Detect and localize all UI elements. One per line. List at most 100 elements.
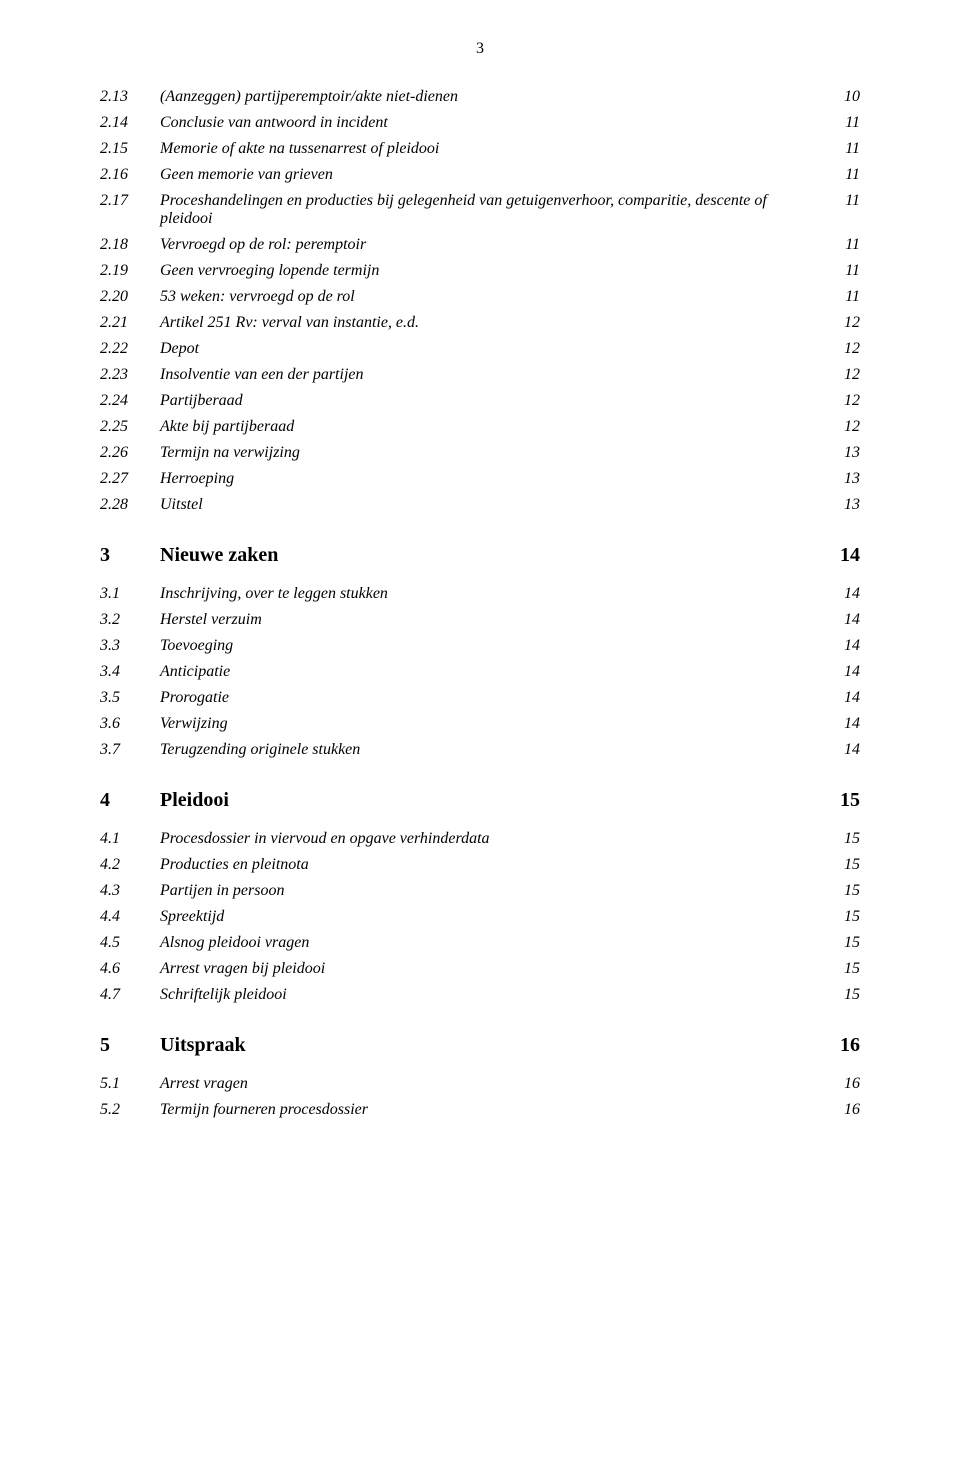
toc-entry-page: 12 — [820, 392, 860, 410]
toc-entry-title: Schriftelijk pleidooi — [160, 986, 820, 1004]
toc-entry: 2.13(Aanzeggen) partijperemptoir/akte ni… — [100, 88, 860, 106]
toc-entry-title: Memorie of akte na tussenarrest of pleid… — [160, 140, 820, 158]
toc-entry-number: 2.26 — [100, 444, 160, 462]
toc-entry-number: 2.22 — [100, 340, 160, 358]
toc-entry-number: 4.5 — [100, 934, 160, 952]
toc-entry-page: 12 — [820, 314, 860, 332]
toc-entry-number: 2.28 — [100, 496, 160, 514]
toc-entry-number: 2.21 — [100, 314, 160, 332]
toc-entry-title: Uitstel — [160, 496, 820, 514]
toc-entry-page: 11 — [820, 288, 860, 306]
toc-entry-title: Arrest vragen — [160, 1075, 820, 1093]
toc-entry-page: 15 — [820, 882, 860, 900]
toc-entry: 2.21Artikel 251 Rv: verval van instantie… — [100, 314, 860, 332]
toc-heading: 5Uitspraak16 — [100, 1034, 860, 1057]
toc-entry-page: 14 — [820, 544, 860, 567]
toc-entry: 2.28Uitstel13 — [100, 496, 860, 514]
toc-entry-title: Partijen in persoon — [160, 882, 820, 900]
toc-entry-page: 15 — [820, 908, 860, 926]
toc-entry-page: 11 — [820, 114, 860, 132]
toc-entry-number: 5 — [100, 1034, 160, 1057]
toc-entry-title: Herstel verzuim — [160, 611, 820, 629]
toc-entry-page: 14 — [820, 585, 860, 603]
toc-entry-title: Proceshandelingen en producties bij gele… — [160, 192, 820, 228]
toc-entry: 3.1Inschrijving, over te leggen stukken1… — [100, 585, 860, 603]
toc-entry: 5.1Arrest vragen16 — [100, 1075, 860, 1093]
toc-entry-number: 4.3 — [100, 882, 160, 900]
toc-heading: 4Pleidooi15 — [100, 789, 860, 812]
toc-heading: 3Nieuwe zaken14 — [100, 544, 860, 567]
toc-entry-page: 14 — [820, 689, 860, 707]
toc-entry-title: Anticipatie — [160, 663, 820, 681]
toc-entry: 3.7Terugzending originele stukken14 — [100, 741, 860, 759]
toc-entry-page: 14 — [820, 741, 860, 759]
toc-entry-title: Herroeping — [160, 470, 820, 488]
toc-entry-title: Inschrijving, over te leggen stukken — [160, 585, 820, 603]
toc-entry: 4.7Schriftelijk pleidooi15 — [100, 986, 860, 1004]
toc-entry: 4.3Partijen in persoon15 — [100, 882, 860, 900]
toc-entry-number: 3 — [100, 544, 160, 567]
toc-entry: 2.15Memorie of akte na tussenarrest of p… — [100, 140, 860, 158]
toc-entry-page: 13 — [820, 496, 860, 514]
toc-entry: 2.2053 weken: vervroegd op de rol11 — [100, 288, 860, 306]
toc-entry: 2.24Partijberaad12 — [100, 392, 860, 410]
document-page: 3 2.13(Aanzeggen) partijperemptoir/akte … — [0, 0, 960, 1479]
toc-entry-page: 15 — [820, 830, 860, 848]
toc-entry-page: 11 — [820, 166, 860, 184]
toc-entry-title: Partijberaad — [160, 392, 820, 410]
toc-entry-page: 11 — [820, 262, 860, 280]
toc-entry: 3.4Anticipatie14 — [100, 663, 860, 681]
toc-entry-number: 4.7 — [100, 986, 160, 1004]
toc-entry-title: Prorogatie — [160, 689, 820, 707]
toc-entry-title: Producties en pleitnota — [160, 856, 820, 874]
toc-entry-page: 12 — [820, 340, 860, 358]
toc-entry-page: 15 — [820, 856, 860, 874]
toc-entry-title: Uitspraak — [160, 1034, 820, 1057]
toc-entry-title: Arrest vragen bij pleidooi — [160, 960, 820, 978]
toc-entry-title: 53 weken: vervroegd op de rol — [160, 288, 820, 306]
toc-entry-title: Conclusie van antwoord in incident — [160, 114, 820, 132]
toc-entry-number: 2.16 — [100, 166, 160, 184]
toc-entry-number: 3.2 — [100, 611, 160, 629]
toc-entry-number: 2.23 — [100, 366, 160, 384]
toc-entry-number: 2.27 — [100, 470, 160, 488]
toc-entry-number: 4 — [100, 789, 160, 812]
toc-entry-title: Alsnog pleidooi vragen — [160, 934, 820, 952]
toc-entry-title: Vervroegd op de rol: peremptoir — [160, 236, 820, 254]
toc-entry-number: 3.4 — [100, 663, 160, 681]
toc-entry-number: 4.6 — [100, 960, 160, 978]
toc-entry: 2.23Insolventie van een der partijen12 — [100, 366, 860, 384]
page-number: 3 — [100, 40, 860, 58]
toc-entry-page: 11 — [820, 236, 860, 254]
toc-entry: 4.5Alsnog pleidooi vragen15 — [100, 934, 860, 952]
toc-entry-title: Pleidooi — [160, 789, 820, 812]
toc-entry-number: 2.15 — [100, 140, 160, 158]
toc-entry-number: 2.13 — [100, 88, 160, 106]
toc-entry-title: (Aanzeggen) partijperemptoir/akte niet-d… — [160, 88, 820, 106]
toc-entry-title: Insolventie van een der partijen — [160, 366, 820, 384]
toc-entry: 4.6Arrest vragen bij pleidooi15 — [100, 960, 860, 978]
toc-entry: 2.19Geen vervroeging lopende termijn11 — [100, 262, 860, 280]
toc-entry-page: 14 — [820, 611, 860, 629]
toc-entry-number: 2.20 — [100, 288, 160, 306]
toc-entry-page: 15 — [820, 934, 860, 952]
toc-entry-page: 12 — [820, 366, 860, 384]
toc-entry-title: Terugzending originele stukken — [160, 741, 820, 759]
toc-entry: 2.25Akte bij partijberaad12 — [100, 418, 860, 436]
toc-entry: 2.17Proceshandelingen en producties bij … — [100, 192, 860, 228]
toc-entry: 2.14Conclusie van antwoord in incident11 — [100, 114, 860, 132]
toc-entry: 3.6Verwijzing14 — [100, 715, 860, 733]
toc-entry-page: 15 — [820, 986, 860, 1004]
toc-entry: 2.26Termijn na verwijzing13 — [100, 444, 860, 462]
toc-entry-number: 2.19 — [100, 262, 160, 280]
toc-entry-number: 3.1 — [100, 585, 160, 603]
toc-entry-number: 5.1 — [100, 1075, 160, 1093]
toc-entry-page: 12 — [820, 418, 860, 436]
toc-entry-page: 15 — [820, 789, 860, 812]
toc-entry-title: Geen vervroeging lopende termijn — [160, 262, 820, 280]
toc-entry: 2.22Depot12 — [100, 340, 860, 358]
toc-entry: 4.4Spreektijd15 — [100, 908, 860, 926]
toc-entry-page: 11 — [820, 140, 860, 158]
toc-entry-page: 15 — [820, 960, 860, 978]
toc-entry-page: 14 — [820, 715, 860, 733]
